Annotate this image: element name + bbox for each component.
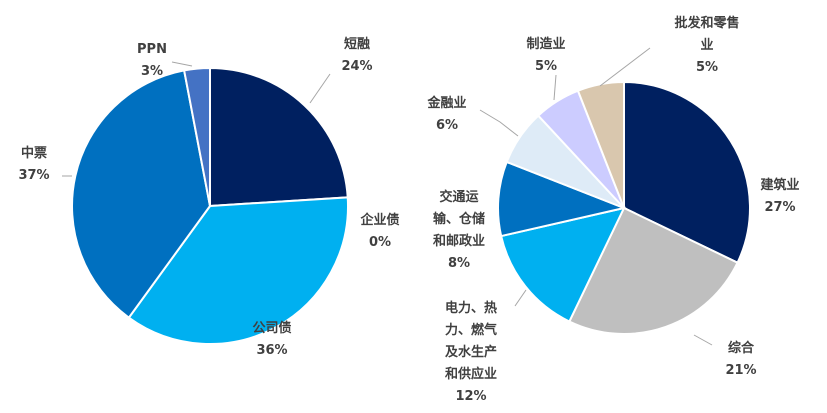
slice-label: 建筑业 27%	[760, 177, 799, 215]
leader-line	[693, 334, 713, 346]
pie-1: 短融 24% 企业债 0% 公司债 36% 中票 37% PPN 3%	[18, 36, 399, 358]
slice-label: 金融业 6%	[426, 95, 466, 133]
slice-value-label: 8%	[448, 256, 470, 271]
slice-category-label: 和邮政业	[433, 233, 485, 249]
pie-slice	[182, 66, 211, 207]
pie-slice	[497, 160, 628, 238]
slice-category-label: 电力、热	[445, 300, 497, 316]
slice-category-label: 建筑业	[760, 177, 799, 193]
pie-slice	[576, 80, 625, 209]
leader-line	[599, 47, 651, 87]
leader-line	[553, 74, 557, 101]
pie-slice	[623, 80, 751, 265]
slice-value-label: 24%	[341, 59, 372, 74]
slice-category-label: 及水生产	[445, 344, 497, 360]
slice-category-label: 力、燃气	[445, 322, 497, 338]
slice-value-label: 12%	[455, 389, 486, 404]
leader-line	[171, 61, 193, 67]
slice-category-label: 交通运	[439, 189, 478, 205]
slice-value-label: 5%	[696, 60, 718, 75]
slice-label: 中票 37%	[18, 145, 49, 183]
slice-label: PPN 3%	[137, 42, 167, 79]
slice-value-label: 0%	[369, 235, 391, 250]
pie-slice	[127, 196, 349, 345]
slice-label: 综合 21%	[725, 340, 756, 378]
slice-category-label: 短融	[344, 36, 370, 52]
slice-label: 制造业 5%	[526, 36, 565, 74]
slice-value-label: 5%	[535, 59, 557, 74]
slice-value-label: 37%	[18, 168, 49, 183]
pie-slice	[499, 206, 626, 323]
slice-value-label: 21%	[725, 363, 756, 378]
slice-category-label: 企业债	[359, 212, 399, 228]
slice-category-label: 业	[700, 37, 713, 53]
slice-value-label: 6%	[436, 118, 458, 133]
slice-category-label: 金融业	[426, 95, 466, 111]
leader-line	[514, 289, 527, 307]
slice-label: 短融 24%	[341, 36, 372, 74]
slice-label: 企业债 0%	[359, 212, 399, 250]
slice-value-label: 27%	[764, 200, 795, 215]
slice-category-label: 输、仓储	[433, 211, 485, 227]
leader-line	[479, 109, 519, 137]
pie-slice	[209, 66, 349, 208]
slice-category-label: 批发和零售	[674, 15, 739, 31]
slice-value-label: 36%	[256, 343, 287, 358]
slice-category-label: 和供应业	[445, 366, 497, 382]
slice-category-label: 公司债	[252, 320, 291, 336]
slice-category-label: PPN	[137, 42, 167, 57]
slice-label: 公司债 36%	[252, 320, 291, 358]
slice-category-label: 中票	[21, 145, 47, 161]
slice-value-label: 3%	[141, 64, 163, 79]
pie-slice	[71, 69, 212, 320]
slice-category-label: 制造业	[526, 36, 565, 52]
pie-slice	[567, 206, 739, 335]
slice-category-label: 综合	[728, 340, 755, 356]
leader-line	[309, 73, 331, 104]
